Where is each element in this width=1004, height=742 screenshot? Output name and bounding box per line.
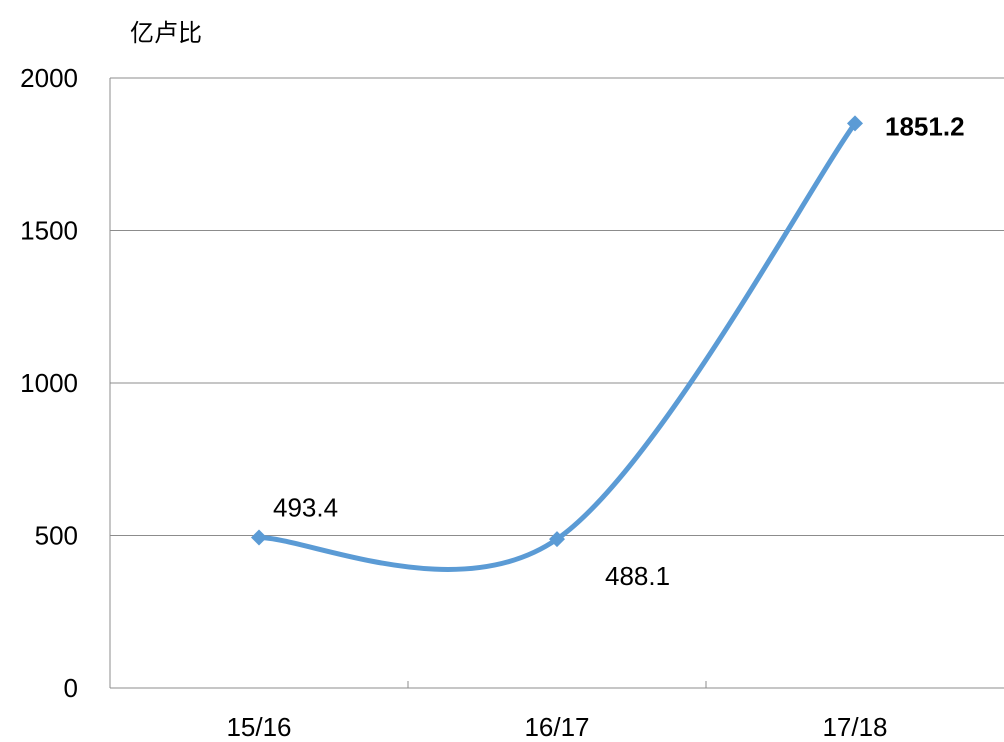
grid [110,77,1004,536]
series [256,120,858,572]
data-point-marker [847,115,863,132]
y-tick-label: 1500 [20,216,78,246]
data-point-marker [251,529,267,546]
x-tick-label: 17/18 [822,712,887,742]
data-label: 488.1 [605,561,670,591]
series-line [256,120,858,572]
y-tick-label: 2000 [20,63,78,93]
y-tick-label: 1000 [20,368,78,398]
data-label: 493.4 [273,493,338,523]
x-tick-label: 16/17 [524,712,589,742]
labels: 亿卢比 0 500 1000 1500 2000 15/16 16/17 17/18 493.4… [20,19,964,742]
y-tick-label: 0 [64,673,78,703]
data-label: 1851.2 [885,111,965,141]
x-tick-label: 15/16 [226,712,291,742]
y-tick-label: 500 [35,521,78,551]
axes [109,78,1004,689]
markers [251,115,863,548]
y-axis-unit-label: 亿卢比 [130,19,202,47]
data-point-marker [549,531,565,548]
